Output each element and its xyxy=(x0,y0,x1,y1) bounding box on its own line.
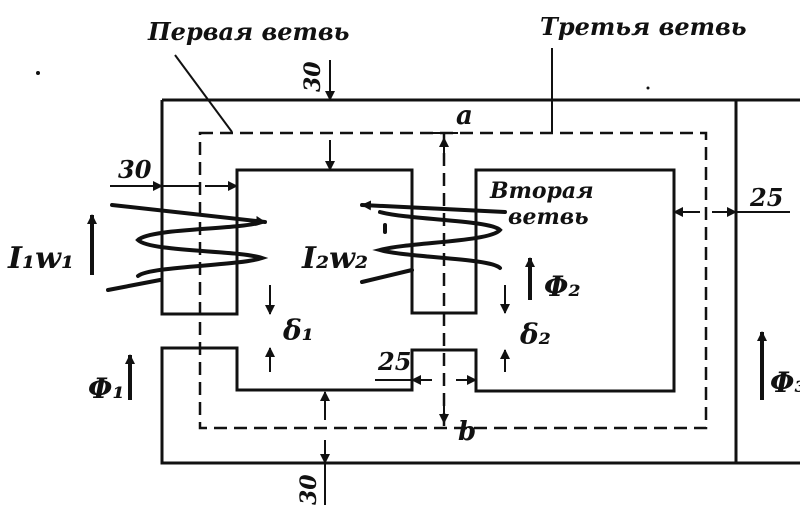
flux3-label: Φ₃ xyxy=(770,366,800,399)
point-a-label: a xyxy=(456,101,473,131)
flux1-label: Φ₁ xyxy=(88,372,125,405)
dimension-middle-label: 25 xyxy=(377,347,411,376)
dimension-left-label: 30 xyxy=(118,155,152,184)
first-branch-leader xyxy=(174,54,233,133)
second-branch-label-line2: ветвь xyxy=(508,204,589,230)
core-outline xyxy=(160,98,800,465)
point-a-arrow xyxy=(425,132,458,160)
speck xyxy=(646,86,650,90)
second-branch-label-line1: Вторая xyxy=(489,178,594,204)
speck xyxy=(36,71,40,75)
coil2-label: I₂w₂ xyxy=(301,241,368,276)
mean-flux-path xyxy=(198,131,708,430)
coil-2 xyxy=(360,200,507,284)
point-b-label: b xyxy=(458,417,476,447)
dimension-bottom-label: 30 xyxy=(296,474,322,505)
gap1-label: δ₁ xyxy=(282,314,314,347)
dimension-top-label: 30 xyxy=(300,61,326,92)
coil-1 xyxy=(106,203,269,292)
third-branch-label: Третья ветвь xyxy=(540,12,747,41)
first-branch-label: Первая ветвь xyxy=(147,17,350,46)
flux2-label: Φ₂ xyxy=(544,270,581,303)
dimension-right-label: 25 xyxy=(749,183,783,212)
coil1-label: I₁w₁ xyxy=(7,241,74,276)
gap2-label: δ₂ xyxy=(519,318,551,351)
